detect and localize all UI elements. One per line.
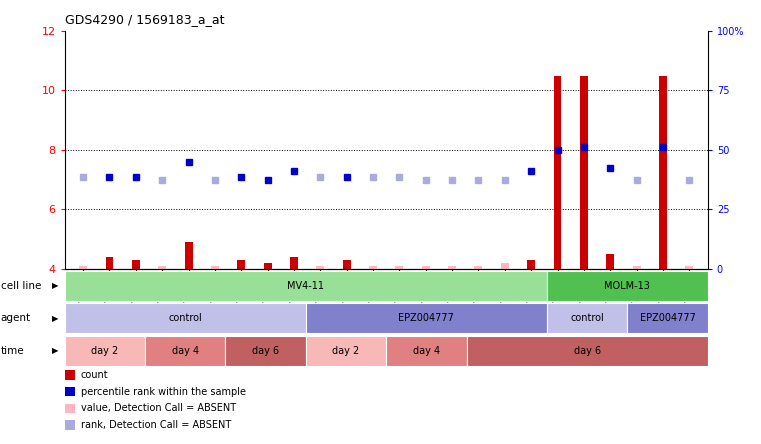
Text: rank, Detection Call = ABSENT: rank, Detection Call = ABSENT: [81, 420, 231, 430]
Bar: [553, 75, 562, 269]
Text: EPZ004777: EPZ004777: [399, 313, 454, 323]
Bar: [79, 266, 87, 269]
Text: day 2: day 2: [333, 346, 360, 356]
Bar: [396, 266, 403, 269]
Bar: [686, 266, 693, 269]
Bar: [263, 263, 272, 269]
Bar: [158, 266, 166, 269]
Text: day 2: day 2: [91, 346, 119, 356]
Bar: [185, 242, 193, 269]
Bar: [607, 254, 614, 269]
Text: day 4: day 4: [172, 346, 199, 356]
Bar: [290, 257, 298, 269]
Bar: [580, 75, 587, 269]
Text: MOLM-13: MOLM-13: [604, 281, 651, 291]
Bar: [132, 260, 140, 269]
Bar: [527, 260, 535, 269]
Bar: [211, 266, 219, 269]
Text: GDS4290 / 1569183_a_at: GDS4290 / 1569183_a_at: [65, 13, 224, 26]
Text: cell line: cell line: [1, 281, 41, 291]
Text: agent: agent: [1, 313, 31, 323]
Bar: [475, 266, 482, 269]
Text: time: time: [1, 346, 24, 356]
Bar: [448, 266, 456, 269]
Bar: [237, 260, 245, 269]
Bar: [369, 266, 377, 269]
Text: percentile rank within the sample: percentile rank within the sample: [81, 387, 246, 396]
Text: value, Detection Call = ABSENT: value, Detection Call = ABSENT: [81, 404, 236, 413]
Text: EPZ004777: EPZ004777: [639, 313, 696, 323]
Bar: [501, 263, 509, 269]
Bar: [422, 266, 430, 269]
Text: ▶: ▶: [52, 314, 59, 323]
Text: count: count: [81, 370, 108, 380]
Text: control: control: [570, 313, 604, 323]
Bar: [659, 75, 667, 269]
Text: ▶: ▶: [52, 281, 59, 290]
Text: day 6: day 6: [252, 346, 279, 356]
Text: control: control: [168, 313, 202, 323]
Text: MV4-11: MV4-11: [288, 281, 324, 291]
Bar: [632, 266, 641, 269]
Bar: [106, 257, 113, 269]
Bar: [342, 260, 351, 269]
Text: day 6: day 6: [574, 346, 600, 356]
Text: day 4: day 4: [412, 346, 440, 356]
Text: ▶: ▶: [52, 346, 59, 355]
Bar: [317, 266, 324, 269]
